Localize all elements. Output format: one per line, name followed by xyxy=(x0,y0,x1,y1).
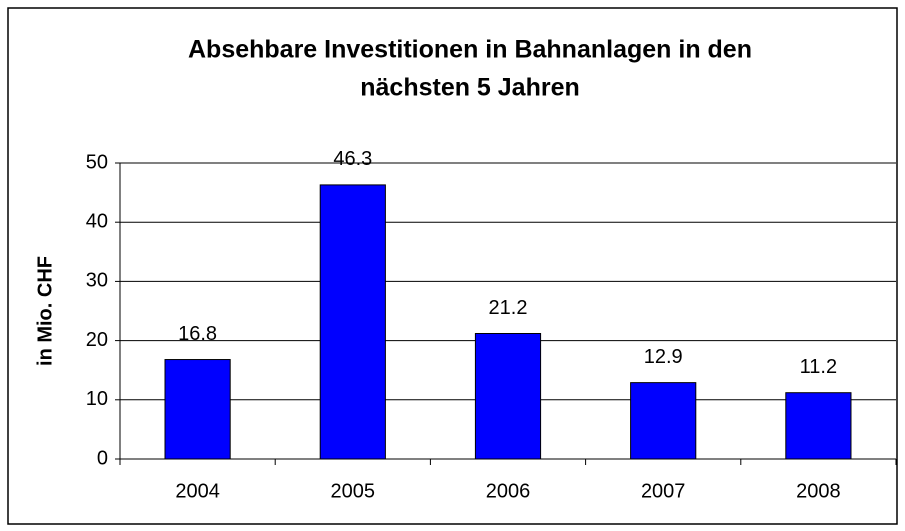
y-tick-label: 20 xyxy=(86,329,108,351)
y-axis-label: in Mio. CHF xyxy=(34,256,56,366)
x-tick-label: 2006 xyxy=(486,480,531,502)
y-tick-label: 40 xyxy=(86,210,108,232)
bar xyxy=(785,392,852,460)
chart-title: nächsten 5 Jahren xyxy=(360,74,580,102)
data-label: 12.9 xyxy=(644,346,683,368)
bar xyxy=(630,382,697,460)
x-tick-label: 2004 xyxy=(175,480,220,502)
x-tick-label: 2008 xyxy=(796,480,841,502)
bar xyxy=(474,332,542,460)
data-label: 21.2 xyxy=(489,297,528,319)
y-tick-label: 30 xyxy=(86,270,108,292)
chart-title: Absehbare Investitionen in Bahnanlagen i… xyxy=(188,36,752,64)
y-tick-label: 50 xyxy=(86,151,108,173)
data-label: 46.3 xyxy=(333,148,372,170)
data-label: 11.2 xyxy=(800,356,837,378)
y-tick-label: 0 xyxy=(97,447,108,469)
data-label: 16.8 xyxy=(178,323,217,345)
x-tick-label: 2007 xyxy=(641,480,686,502)
x-tick-label: 2005 xyxy=(331,480,376,502)
bar xyxy=(319,184,386,460)
chart-border xyxy=(7,7,898,525)
y-tick-label: 10 xyxy=(86,388,108,410)
bar xyxy=(164,359,231,460)
